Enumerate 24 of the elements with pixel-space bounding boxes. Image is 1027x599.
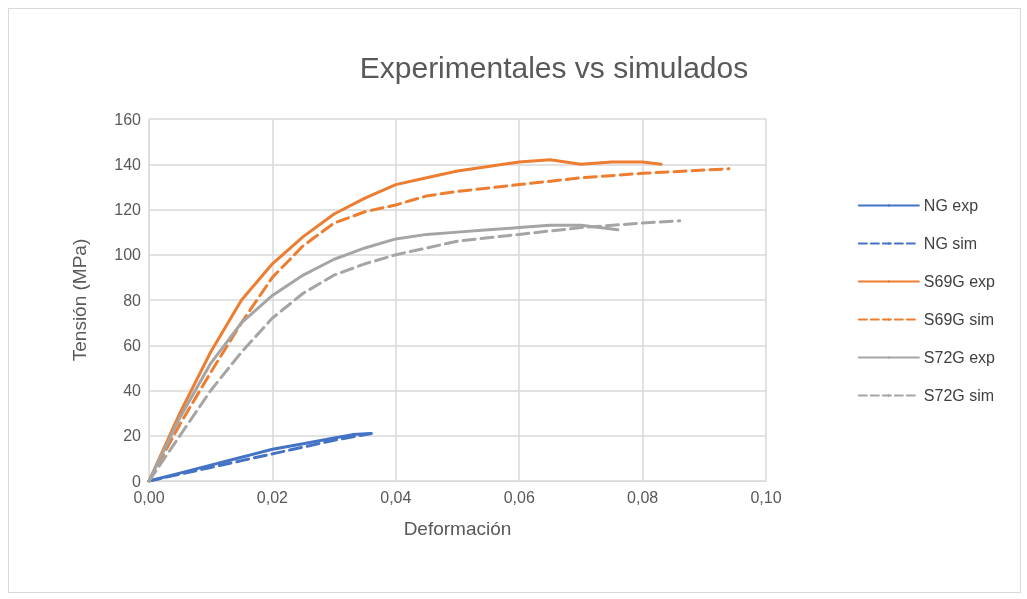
y-tick-label: 20 — [123, 427, 142, 445]
x-axis-title: Deformación — [403, 518, 512, 539]
legend-label: S69G sim — [923, 311, 995, 328]
x-tick-label: 0,04 — [380, 488, 412, 506]
y-tick-label: 80 — [123, 291, 142, 309]
x-tick-label: 0,06 — [503, 488, 535, 506]
legend-label: S72G exp — [923, 349, 996, 366]
legend-label: NG sim — [923, 235, 978, 252]
x-tick-label: 0,02 — [256, 488, 289, 506]
legend-label: NG exp — [923, 197, 979, 214]
legend-label: S72G sim — [923, 387, 995, 404]
y-tick-label: 140 — [114, 155, 142, 173]
x-tick-label: 0,00 — [133, 488, 165, 506]
y-tick-label: 100 — [114, 246, 142, 264]
y-tick-label: 120 — [114, 201, 142, 218]
x-tick-label: 0,08 — [627, 488, 659, 506]
x-tick-label: 0,10 — [750, 488, 782, 506]
legend-label: S69G exp — [923, 273, 996, 290]
y-tick-label: 160 — [114, 110, 142, 128]
y-tick-label: 40 — [123, 382, 142, 399]
y-tick-label: 0 — [132, 472, 142, 490]
chart-title: Experimentales vs simulados — [359, 50, 749, 84]
y-axis-title: Tensión (MPa) — [69, 238, 90, 362]
y-tick-label: 60 — [123, 336, 142, 354]
